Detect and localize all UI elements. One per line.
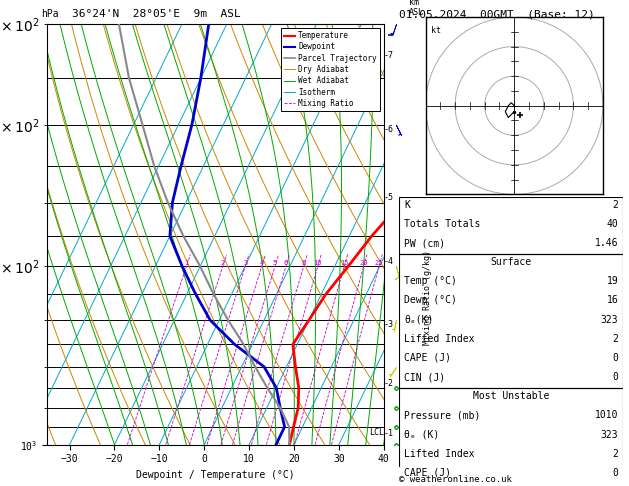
Text: θₑ(K): θₑ(K) bbox=[404, 314, 433, 325]
Text: 3: 3 bbox=[243, 260, 247, 266]
Text: Totals Totals: Totals Totals bbox=[404, 219, 481, 229]
Text: 25: 25 bbox=[375, 260, 383, 266]
Text: 323: 323 bbox=[601, 314, 618, 325]
Text: Lifted Index: Lifted Index bbox=[404, 334, 474, 344]
Text: hPa: hPa bbox=[41, 9, 58, 19]
Text: 1010: 1010 bbox=[595, 410, 618, 420]
Text: -6: -6 bbox=[384, 124, 394, 134]
Text: 6: 6 bbox=[284, 260, 288, 266]
Text: -5: -5 bbox=[384, 192, 394, 202]
Text: 36°24'N  28°05'E  9m  ASL: 36°24'N 28°05'E 9m ASL bbox=[72, 9, 241, 19]
Text: 15: 15 bbox=[340, 260, 348, 266]
Text: 0: 0 bbox=[613, 353, 618, 363]
Text: -1: -1 bbox=[384, 429, 394, 438]
Text: -7: -7 bbox=[384, 51, 394, 60]
Text: θₑ (K): θₑ (K) bbox=[404, 430, 439, 439]
Text: Lifted Index: Lifted Index bbox=[404, 449, 474, 459]
Text: 8: 8 bbox=[301, 260, 306, 266]
Text: 323: 323 bbox=[601, 430, 618, 439]
Text: 2: 2 bbox=[221, 260, 225, 266]
Text: 10: 10 bbox=[313, 260, 322, 266]
Text: 40: 40 bbox=[606, 219, 618, 229]
Text: 2: 2 bbox=[613, 334, 618, 344]
Text: 19: 19 bbox=[606, 277, 618, 286]
Text: Pressure (mb): Pressure (mb) bbox=[404, 410, 481, 420]
Text: 5: 5 bbox=[273, 260, 277, 266]
Text: -2: -2 bbox=[384, 379, 394, 388]
Text: Temp (°C): Temp (°C) bbox=[404, 277, 457, 286]
Text: 16: 16 bbox=[606, 295, 618, 306]
Text: 2: 2 bbox=[613, 449, 618, 459]
Text: PW (cm): PW (cm) bbox=[404, 238, 445, 248]
Text: -3: -3 bbox=[384, 320, 394, 329]
Text: 1.46: 1.46 bbox=[595, 238, 618, 248]
Text: 4: 4 bbox=[260, 260, 264, 266]
Text: 1: 1 bbox=[184, 260, 189, 266]
Text: 0: 0 bbox=[613, 372, 618, 382]
Text: 20: 20 bbox=[359, 260, 368, 266]
Text: CAPE (J): CAPE (J) bbox=[404, 353, 451, 363]
Text: 0: 0 bbox=[613, 468, 618, 478]
Text: Surface: Surface bbox=[491, 257, 532, 267]
Text: CIN (J): CIN (J) bbox=[404, 372, 445, 382]
Text: km
ASL: km ASL bbox=[409, 0, 424, 17]
Text: kt: kt bbox=[431, 26, 442, 35]
Text: 2: 2 bbox=[613, 200, 618, 209]
Text: CAPE (J): CAPE (J) bbox=[404, 468, 451, 478]
Text: -4: -4 bbox=[384, 257, 394, 266]
Text: Dewp (°C): Dewp (°C) bbox=[404, 295, 457, 306]
Text: K: K bbox=[404, 200, 409, 209]
Text: Most Unstable: Most Unstable bbox=[473, 391, 549, 401]
Text: 01.05.2024  00GMT  (Base: 12): 01.05.2024 00GMT (Base: 12) bbox=[399, 9, 595, 19]
Text: © weatheronline.co.uk: © weatheronline.co.uk bbox=[399, 474, 512, 484]
X-axis label: Dewpoint / Temperature (°C): Dewpoint / Temperature (°C) bbox=[136, 470, 295, 480]
Text: Mixing Ratio (g/kg): Mixing Ratio (g/kg) bbox=[423, 250, 432, 345]
Legend: Temperature, Dewpoint, Parcel Trajectory, Dry Adiabat, Wet Adiabat, Isotherm, Mi: Temperature, Dewpoint, Parcel Trajectory… bbox=[281, 28, 380, 111]
Text: LCL: LCL bbox=[369, 428, 384, 437]
